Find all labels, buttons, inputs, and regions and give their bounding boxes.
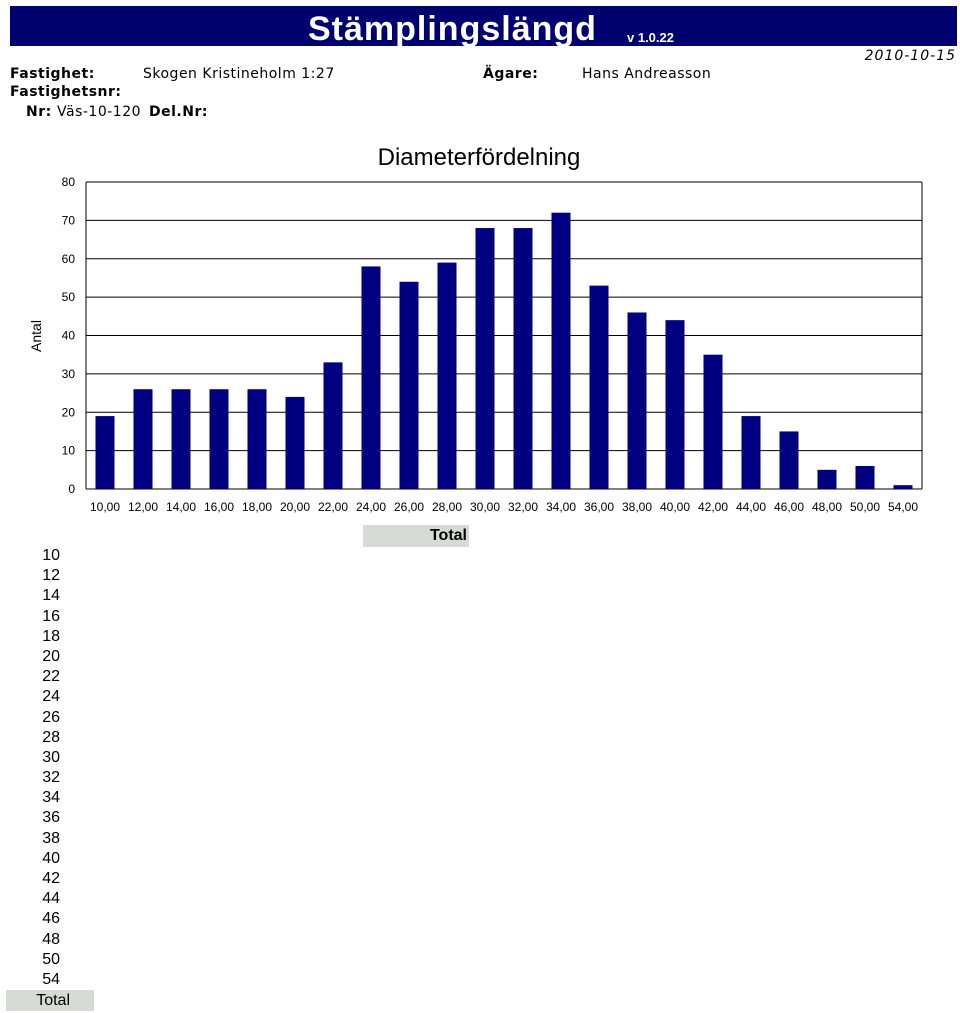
bar <box>627 312 647 489</box>
bar <box>551 212 571 489</box>
y-axis-title: Antal <box>28 320 44 352</box>
diameter-class-row: 38 <box>42 829 60 847</box>
x-tick-label: 10,00 <box>90 500 120 514</box>
diameter-class-row: 36 <box>42 809 60 827</box>
diameter-class-rows: 10 12 14 16 18 20 22 24 26 28 30 32 34 36 38 40 42 44 46 48… <box>0 546 60 990</box>
bar <box>893 485 913 489</box>
x-tick-label: 12,00 <box>128 500 158 514</box>
diameter-class-row: 44 <box>42 890 60 908</box>
title-bar: Stämplingslängd v 1.0.22 <box>10 6 957 48</box>
x-tick-label: 38,00 <box>622 500 652 514</box>
x-tick-label: 54,00 <box>888 500 918 514</box>
bar <box>95 416 115 489</box>
diameter-class-row: 46 <box>42 910 60 928</box>
bar <box>247 389 267 489</box>
bar <box>437 262 457 489</box>
bar <box>589 285 609 489</box>
agare-value: Hans Andreasson <box>582 66 712 82</box>
bar <box>513 228 533 490</box>
bar <box>741 416 761 489</box>
bar <box>209 389 229 489</box>
app-version: v 1.0.22 <box>627 30 674 45</box>
diameter-class-row: 24 <box>42 688 60 706</box>
diameter-class-row: 54 <box>42 970 60 988</box>
diameter-class-row: 12 <box>42 567 60 585</box>
diameter-class-row: 22 <box>42 668 60 686</box>
fastighetsnr-label: Fastighetsnr: <box>10 84 122 100</box>
x-tick-label: 42,00 <box>698 500 728 514</box>
diameter-class-row: 28 <box>42 728 60 746</box>
bar <box>703 354 723 489</box>
x-tick-label: 30,00 <box>470 500 500 514</box>
y-tick-labels: 0 10 20 30 40 50 60 70 80 <box>62 175 76 496</box>
bar <box>361 266 381 489</box>
x-tick-label: 26,00 <box>394 500 424 514</box>
x-tick-label: 18,00 <box>242 500 272 514</box>
diameter-class-row: 26 <box>42 708 60 726</box>
diameter-class-row: 20 <box>42 647 60 665</box>
diameter-chart: Diameterfördelning Antal 0 10 20 30 40 50 60 70… <box>28 144 923 514</box>
x-tick-label: 14,00 <box>166 500 196 514</box>
x-tick-label: 22,00 <box>318 500 348 514</box>
y-tick-label: 60 <box>62 252 76 266</box>
bar <box>665 320 685 489</box>
fastighet-value: Skogen Kristineholm 1:27 <box>143 66 335 82</box>
bar <box>171 389 191 489</box>
fastighet-label: Fastighet: <box>10 66 95 82</box>
nr-value: Väs-10-120 <box>57 104 142 120</box>
y-tick-label: 70 <box>62 213 76 227</box>
diameter-class-row: 42 <box>42 870 60 887</box>
y-tick-label: 30 <box>62 367 76 381</box>
x-tick-label: 24,00 <box>356 500 386 514</box>
x-tick-labels: 10,00 12,00 14,00 16,00 18,00 20,00 22,00 24,00… <box>90 500 918 514</box>
bar <box>323 362 343 489</box>
diameter-class-row: 16 <box>42 607 60 625</box>
diameter-class-row: 34 <box>42 789 60 807</box>
diameter-class-row: 14 <box>42 587 60 605</box>
diameter-class-row: 10 <box>42 547 60 564</box>
bar <box>817 469 837 489</box>
delnr-label: Del.Nr: <box>149 104 208 120</box>
bar-series <box>95 212 913 490</box>
bar <box>399 281 419 489</box>
y-tick-label: 80 <box>62 175 76 189</box>
bar <box>855 465 875 489</box>
bar <box>779 431 799 489</box>
report-date: 2010-10-15 <box>864 48 956 64</box>
x-tick-label: 32,00 <box>508 500 538 514</box>
x-tick-label: 28,00 <box>432 500 462 514</box>
x-tick-label: 48,00 <box>812 500 842 514</box>
diameter-class-row: 30 <box>42 748 60 766</box>
agare-label: Ägare: <box>483 66 539 82</box>
diameter-class-row: 48 <box>42 930 60 948</box>
diameter-class-row: 50 <box>42 950 60 968</box>
x-tick-label: 46,00 <box>774 500 804 514</box>
total-column-header: Total <box>363 525 469 547</box>
diameter-class-row: 40 <box>42 849 60 867</box>
x-tick-label: 50,00 <box>850 500 880 514</box>
diameter-class-row: 18 <box>42 627 60 645</box>
y-tick-label: 20 <box>62 405 76 419</box>
x-tick-label: 44,00 <box>736 500 766 514</box>
nr-label: Nr: <box>26 104 52 120</box>
bar <box>475 228 495 490</box>
x-tick-label: 34,00 <box>546 500 576 514</box>
app-title: Stämplingslängd <box>308 10 597 48</box>
y-tick-label: 40 <box>62 329 76 343</box>
y-tick-label: 10 <box>62 444 76 458</box>
y-tick-label: 50 <box>62 290 76 304</box>
bar <box>133 389 153 489</box>
x-tick-label: 16,00 <box>204 500 234 514</box>
diameter-class-row: 32 <box>42 769 60 787</box>
x-tick-label: 20,00 <box>280 500 310 514</box>
y-tick-label: 0 <box>68 482 75 496</box>
chart-title: Diameterfördelning <box>378 144 581 171</box>
x-tick-label: 40,00 <box>660 500 690 514</box>
x-tick-label: 36,00 <box>584 500 614 514</box>
bar <box>285 396 305 489</box>
total-row-label: Total <box>6 990 94 1011</box>
